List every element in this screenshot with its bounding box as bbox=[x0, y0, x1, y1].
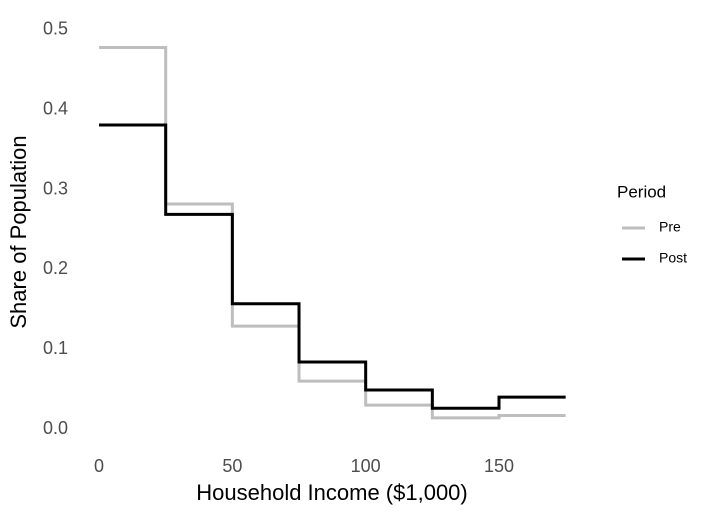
legend-title: Period bbox=[617, 182, 666, 201]
x-tick-label: 0 bbox=[94, 456, 104, 476]
y-tick-label: 0.3 bbox=[43, 178, 68, 198]
series-line bbox=[99, 123, 566, 410]
x-tick-label: 100 bbox=[351, 456, 381, 476]
y-tick-label: 0.5 bbox=[43, 19, 68, 39]
legend-label: Post bbox=[659, 250, 687, 266]
legend-label: Pre bbox=[659, 219, 681, 235]
y-tick-label: 0.0 bbox=[43, 418, 68, 438]
y-axis-title: Share of Population bbox=[6, 135, 31, 328]
x-axis-title: Household Income ($1,000) bbox=[196, 480, 468, 505]
y-tick-label: 0.2 bbox=[43, 258, 68, 278]
x-tick-label: 50 bbox=[222, 456, 242, 476]
x-tick-label: 150 bbox=[484, 456, 514, 476]
series-line bbox=[99, 46, 566, 420]
y-tick-label: 0.1 bbox=[43, 338, 68, 358]
y-tick-label: 0.4 bbox=[43, 99, 68, 119]
